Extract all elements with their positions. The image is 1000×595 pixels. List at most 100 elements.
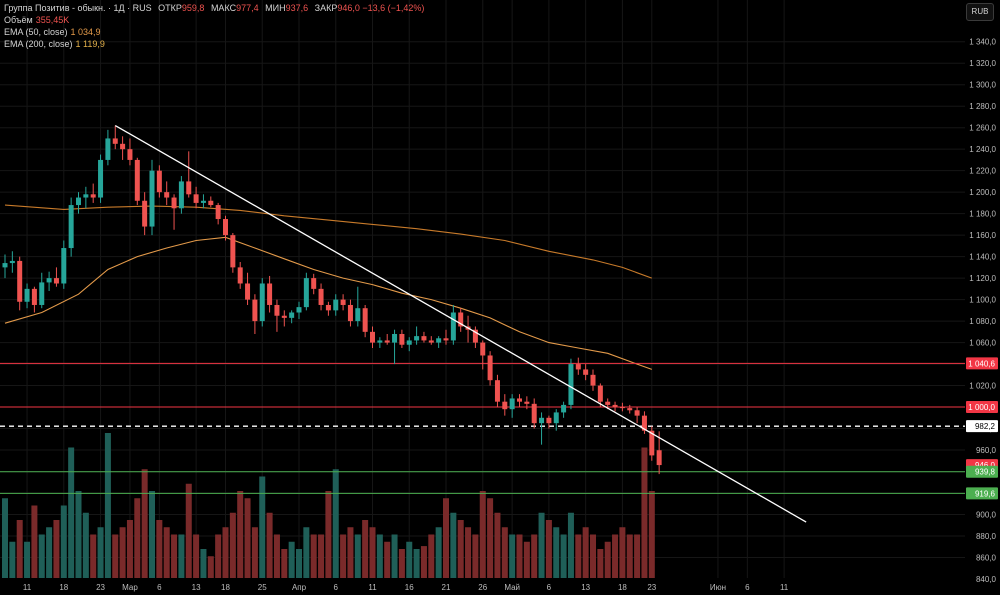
- volume-bar: [46, 527, 53, 578]
- level-price-tag: [966, 465, 998, 478]
- time-tick-label: 21: [442, 583, 451, 592]
- volume-bar: [31, 505, 38, 578]
- candle-body: [524, 401, 530, 404]
- candle-body: [208, 200, 214, 206]
- candle-body: [362, 308, 368, 332]
- volume-bar: [619, 527, 626, 578]
- volume-bar: [163, 527, 170, 578]
- candle-body: [583, 369, 589, 375]
- candle-body: [215, 205, 221, 220]
- volume-bar: [149, 491, 155, 578]
- volume-bar: [126, 520, 133, 578]
- volume-bar: [340, 534, 347, 578]
- price-tick-label: 1 280,0: [969, 102, 996, 111]
- candle-body: [340, 299, 346, 305]
- legend-ema200-row[interactable]: EMA (200, close) 1 119,9: [4, 38, 424, 50]
- price-tick-label: 900,0: [976, 510, 997, 519]
- legend-ema200-label: EMA (200, close): [4, 39, 73, 49]
- time-axis-ticks: 11 18 23 Мар 6 13 18 25 Апр 6 11 16 21 26 Май 6 13 18 23 Ию…: [23, 583, 789, 592]
- candle-body: [355, 308, 361, 322]
- volume-bar: [567, 512, 574, 578]
- volume-bar: [501, 527, 508, 578]
- candle-body: [509, 398, 515, 410]
- legend-high-value: 977,4: [236, 3, 259, 13]
- candle-body: [127, 149, 133, 160]
- candle-body: [200, 200, 206, 203]
- candle-body: [178, 181, 184, 209]
- volume-bar: [171, 534, 178, 578]
- candle-body: [634, 410, 640, 416]
- candle-body: [502, 401, 508, 410]
- volume-bar: [303, 527, 310, 578]
- legend-low-value: 937,6: [285, 3, 309, 13]
- legend-low-label: МИН: [265, 3, 286, 13]
- volume-bar: [9, 541, 16, 578]
- candle-body: [142, 200, 148, 227]
- chart-legend: Группа Позитив - обыкн. · 1Д · RUS ОТКР 9…: [4, 2, 424, 50]
- candle-body: [553, 412, 559, 424]
- candle-body: [76, 197, 81, 206]
- legend-close-label: ЗАКР: [314, 3, 338, 13]
- volume-bar: [376, 534, 383, 578]
- candle-body: [649, 430, 655, 456]
- volume-bar: [406, 541, 413, 578]
- candle-body: [171, 197, 177, 209]
- legend-open-label: ОТКР: [158, 3, 182, 13]
- volume-bar: [362, 520, 369, 578]
- legend-symbol[interactable]: Группа Позитив - обыкн. · 1Д · RUS: [4, 3, 152, 13]
- volume-bar: [487, 498, 494, 578]
- volume-bar: [266, 512, 273, 578]
- volume-bar: [634, 534, 641, 578]
- price-tick-label: 1 200,0: [969, 188, 996, 197]
- price-tick-label: 860,0: [976, 553, 997, 562]
- candle-body: [267, 283, 273, 305]
- time-tick-label: 18: [59, 583, 68, 592]
- volume-bar: [420, 546, 427, 578]
- candle-body: [318, 288, 324, 305]
- legend-volume-row[interactable]: Объём 355,45K: [4, 14, 424, 26]
- level-price-label: 939,8: [975, 468, 996, 477]
- volume-bar: [545, 520, 552, 578]
- currency-button[interactable]: RUB: [966, 3, 994, 21]
- legend-change: −13,6 (−1,42%): [362, 3, 425, 13]
- volume-bar: [237, 491, 244, 578]
- candle-body: [120, 143, 126, 150]
- level-price-tag: [966, 401, 998, 414]
- volume-bar: [443, 498, 449, 578]
- time-tick-label: 6: [157, 583, 162, 592]
- candle-body: [83, 194, 89, 198]
- price-tick-label: 960,0: [976, 446, 997, 455]
- volume-bar: [53, 520, 60, 578]
- volume-bar: [531, 534, 538, 578]
- volume-bar: [200, 549, 207, 578]
- volume-bar: [193, 534, 200, 578]
- candle-body: [421, 336, 427, 341]
- legend-volume-value: 355,45K: [35, 15, 70, 25]
- candle-body: [68, 205, 74, 249]
- candle-body: [289, 312, 295, 318]
- candle-body: [31, 288, 37, 305]
- time-tick-label: 11: [368, 583, 377, 592]
- candle-body: [575, 364, 581, 370]
- candle-body: [377, 340, 383, 343]
- candle-body: [223, 219, 228, 236]
- volume-bars: [2, 433, 655, 578]
- candle-body: [46, 278, 52, 283]
- volume-bar: [134, 498, 141, 578]
- candle-body: [641, 415, 647, 431]
- volume-bar: [398, 549, 405, 578]
- volume-bar: [288, 541, 295, 578]
- price-tick-label: 840,0: [976, 575, 997, 584]
- level-price-tag: [966, 487, 998, 500]
- time-tick-label: 23: [647, 583, 656, 592]
- time-tick-label: 6: [745, 583, 750, 592]
- volume-bar: [222, 527, 229, 578]
- candle-body: [311, 278, 317, 289]
- candle-body: [494, 380, 500, 402]
- legend-ema50-row[interactable]: EMA (50, close) 1 034,9: [4, 26, 424, 38]
- level-price-tag: [966, 420, 998, 433]
- candle-body: [193, 194, 199, 203]
- candle-body: [112, 138, 118, 144]
